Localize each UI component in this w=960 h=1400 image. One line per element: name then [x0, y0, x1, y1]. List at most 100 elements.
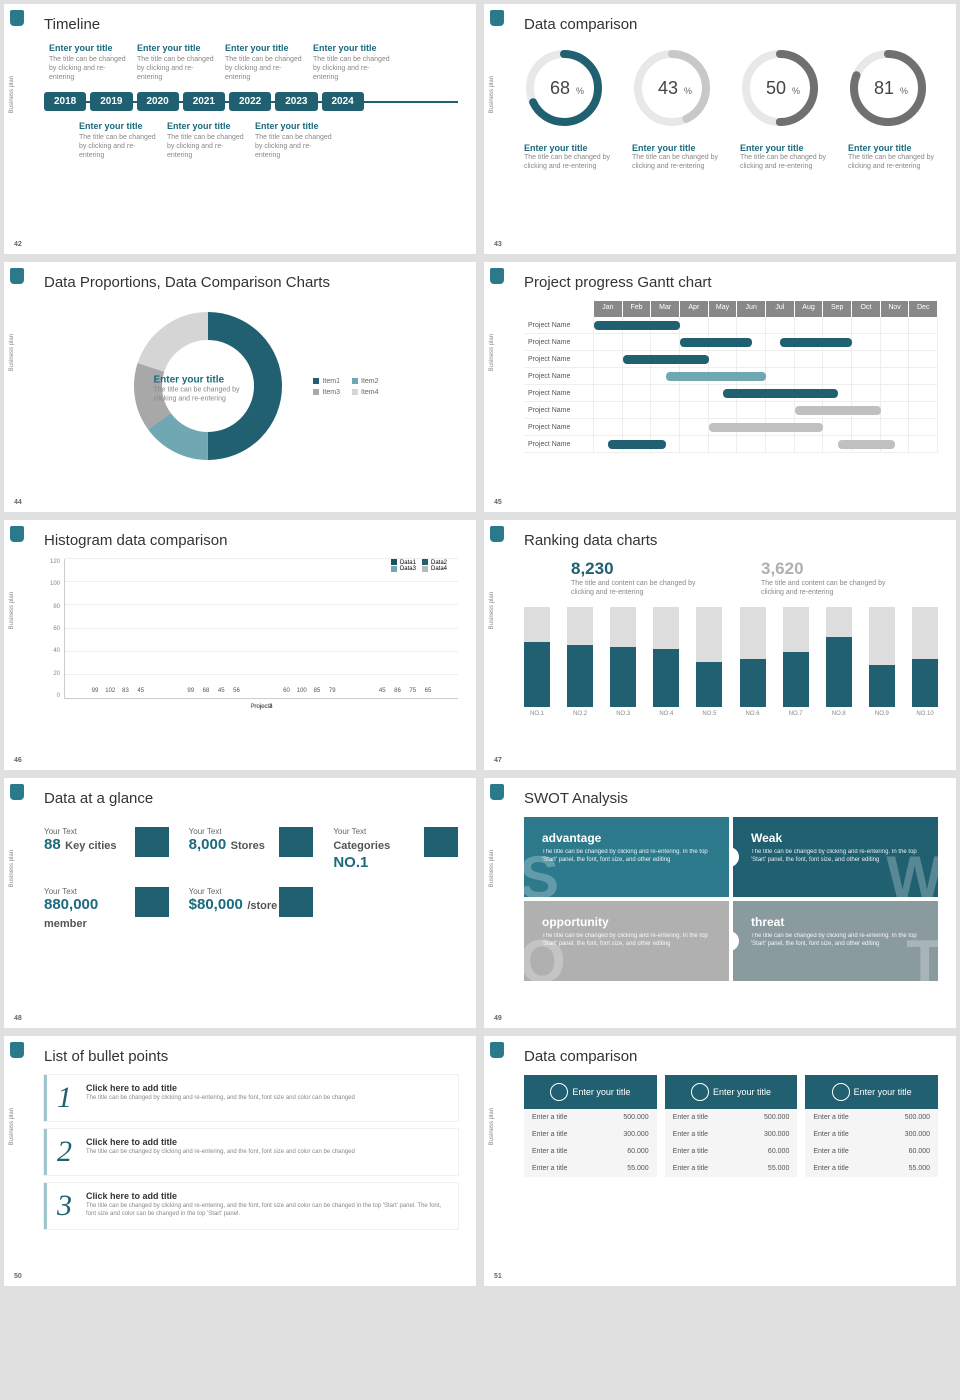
slide-title: List of bullet points — [44, 1048, 458, 1065]
table-row: Enter a title500.000 — [524, 1109, 657, 1126]
timeline-entry: Enter your titleThe title can be changed… — [49, 43, 129, 82]
stat-item: Your Text Categories NO.1 — [333, 827, 458, 872]
logo-icon — [10, 10, 24, 26]
gantt-month: Feb — [623, 301, 652, 317]
side-label: Business plan — [489, 850, 495, 887]
side-label: Business plan — [9, 592, 15, 629]
logo-icon — [490, 784, 504, 800]
page-number: 48 — [14, 1015, 22, 1022]
table-row: Enter a title500.000 — [805, 1109, 938, 1126]
slide-43: Business plan 43 Data comparison 68% Ent… — [484, 4, 956, 254]
page-number: 43 — [494, 241, 502, 248]
side-label: Business plan — [9, 1108, 15, 1145]
svg-text:%: % — [576, 86, 584, 96]
table-row: Enter a title55.000 — [524, 1160, 657, 1177]
gantt-month: May — [709, 301, 738, 317]
gantt-month: Jan — [594, 301, 623, 317]
logo-icon — [490, 1042, 504, 1058]
stat-icon — [424, 827, 458, 857]
slide-42: Business plan 42 Timeline Enter your tit… — [4, 4, 476, 254]
rank-bar: NO.7 — [783, 607, 809, 717]
stat-item: Your Text $80,000 /store — [189, 887, 314, 932]
slide-title: SWOT Analysis — [524, 790, 938, 807]
side-label: Business plan — [489, 76, 495, 113]
timeline-year: 2024 — [322, 92, 364, 111]
timeline-year: 2022 — [229, 92, 271, 111]
gantt-row: Project Name — [524, 317, 938, 334]
timeline-entry: Enter your titleThe title can be changed… — [137, 43, 217, 82]
gauge: 81% Enter your titleThe title can be cha… — [848, 48, 938, 171]
bullet-item: 2 Click here to add titleThe title can b… — [44, 1129, 458, 1175]
column-icon — [691, 1083, 709, 1101]
slide-51: Business plan 51 Data comparison Enter y… — [484, 1036, 956, 1286]
slide-title: Histogram data comparison — [44, 532, 458, 549]
side-label: Business plan — [9, 76, 15, 113]
slide-47: Business plan 47 Ranking data charts 8,2… — [484, 520, 956, 770]
slide-title: Timeline — [44, 16, 458, 33]
slide-title: Data at a glance — [44, 790, 458, 807]
gauge: 68% Enter your titleThe title can be cha… — [524, 48, 614, 171]
gantt-row: Project Name — [524, 402, 938, 419]
slide-48: Business plan 48 Data at a glance Your T… — [4, 778, 476, 1028]
svg-text:68: 68 — [550, 78, 570, 98]
data-column: Enter your titleEnter a title500.000Ente… — [524, 1075, 657, 1177]
rank-summary: 3,620The title and content can be change… — [761, 559, 891, 597]
legend-item: Item3 — [313, 389, 340, 396]
svg-text:50: 50 — [766, 78, 786, 98]
gantt-month: Nov — [881, 301, 910, 317]
timeline-year: 2020 — [137, 92, 179, 111]
swot-cell: T threatThe title can be changed by clic… — [733, 901, 938, 981]
gauge: 43% Enter your titleThe title can be cha… — [632, 48, 722, 171]
table-row: Enter a title60.000 — [805, 1143, 938, 1160]
rank-bar: NO.2 — [567, 607, 593, 717]
svg-text:81: 81 — [874, 78, 894, 98]
gantt-month: Aug — [795, 301, 824, 317]
gantt-bar — [680, 338, 752, 347]
slide-46: Business plan 46 Histogram data comparis… — [4, 520, 476, 770]
gantt-bar — [838, 440, 895, 449]
timeline-year: 2018 — [44, 92, 86, 111]
side-label: Business plan — [489, 1108, 495, 1145]
bullet-item: 3 Click here to add titleThe title can b… — [44, 1183, 458, 1229]
gantt-bar — [780, 338, 852, 347]
logo-icon — [490, 526, 504, 542]
rank-bar: NO.10 — [912, 607, 938, 717]
timeline-entry: Enter your titleThe title can be changed… — [313, 43, 393, 82]
stat-icon — [135, 827, 169, 857]
gantt-month: Jul — [766, 301, 795, 317]
svg-text:%: % — [792, 86, 800, 96]
histogram: 020406080100120991028345Project199684556… — [44, 559, 458, 699]
side-label: Business plan — [489, 592, 495, 629]
slide-45: Business plan 45 Project progress Gantt … — [484, 262, 956, 512]
table-row: Enter a title55.000 — [665, 1160, 798, 1177]
svg-text:%: % — [900, 86, 908, 96]
stat-icon — [279, 827, 313, 857]
gantt-month: Jun — [737, 301, 766, 317]
slide-title: Data Proportions, Data Comparison Charts — [44, 274, 458, 291]
gantt-month: Oct — [852, 301, 881, 317]
svg-text:%: % — [684, 86, 692, 96]
page-number: 47 — [494, 757, 502, 764]
stat-item: Your Text 880,000 member — [44, 887, 169, 932]
gantt-bar — [623, 355, 709, 364]
gantt-month: Sep — [823, 301, 852, 317]
table-row: Enter a title500.000 — [665, 1109, 798, 1126]
gantt-bar — [795, 406, 881, 415]
timeline-axis: 2018201920202021202220232024 — [44, 92, 458, 111]
rank-bar: NO.1 — [524, 607, 550, 717]
page-number: 51 — [494, 1273, 502, 1280]
gantt-bar — [709, 423, 824, 432]
gantt-bar — [666, 372, 766, 381]
slide-title: Data comparison — [524, 1048, 938, 1065]
gauge: 50% Enter your titleThe title can be cha… — [740, 48, 830, 171]
logo-icon — [10, 1042, 24, 1058]
timeline-year: 2023 — [275, 92, 317, 111]
bullet-item: 1 Click here to add titleThe title can b… — [44, 1075, 458, 1121]
column-icon — [832, 1083, 850, 1101]
swot-cell: W WeakThe title can be changed by clicki… — [733, 817, 938, 897]
slide-49: Business plan 49 SWOT Analysis S advanta… — [484, 778, 956, 1028]
side-label: Business plan — [9, 850, 15, 887]
swot-cell: S advantageThe title can be changed by c… — [524, 817, 729, 897]
side-label: Business plan — [489, 334, 495, 371]
page-number: 49 — [494, 1015, 502, 1022]
